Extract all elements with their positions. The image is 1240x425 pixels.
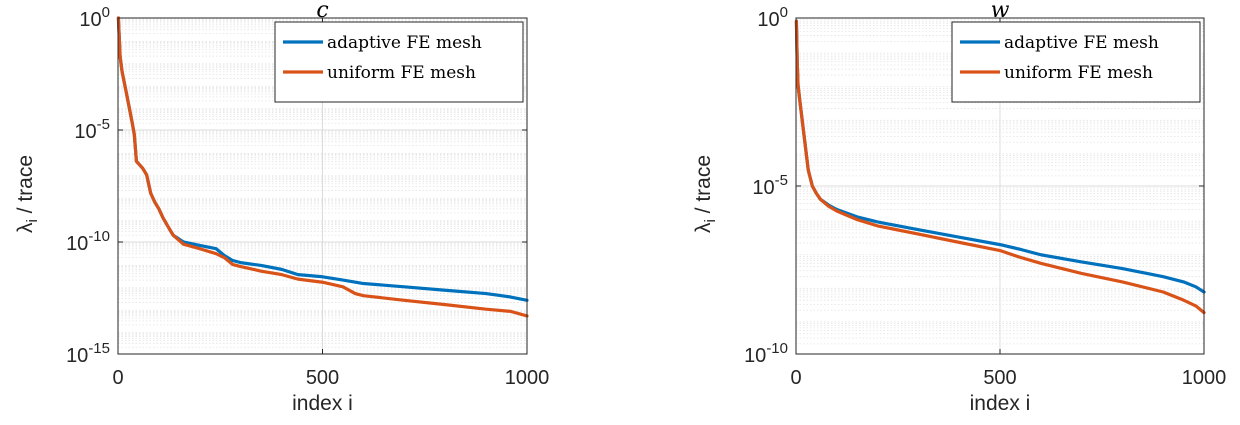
y-axis-label: λi / trace bbox=[14, 155, 41, 233]
chart-title: c bbox=[316, 0, 328, 23]
legend: adaptive FE mesh uniform FE mesh bbox=[952, 22, 1200, 102]
x-tick-label: 500 bbox=[306, 367, 339, 389]
y-tick-label: 10-5 bbox=[752, 172, 788, 199]
legend: adaptive FE mesh uniform FE mesh bbox=[275, 22, 523, 102]
y-tick-label: 100 bbox=[757, 4, 788, 31]
legend-label: uniform FE mesh bbox=[327, 63, 476, 83]
legend-label: uniform FE mesh bbox=[1004, 63, 1153, 83]
x-tick-label: 1000 bbox=[505, 367, 550, 389]
chart-panel-c: 0 500 1000 100 10-5 10-10 10-15 index i λi / tra… bbox=[14, 0, 549, 415]
y-tick-label: 100 bbox=[79, 4, 110, 31]
x-axis-label: index i bbox=[292, 392, 353, 415]
y-tick-label: 10-15 bbox=[66, 340, 110, 367]
y-tick-label: 10-10 bbox=[66, 228, 110, 255]
x-tick-label: 0 bbox=[112, 367, 123, 389]
legend-label: adaptive FE mesh bbox=[1004, 33, 1159, 53]
x-axis-label: index i bbox=[970, 392, 1031, 415]
legend-label: adaptive FE mesh bbox=[327, 33, 482, 53]
x-tick-label: 0 bbox=[790, 367, 801, 389]
y-tick-label: 10-5 bbox=[74, 116, 110, 143]
y-tick-label: 10-10 bbox=[744, 340, 788, 367]
chart-title: w bbox=[991, 0, 1010, 23]
x-tick-label: 1000 bbox=[1182, 367, 1227, 389]
x-tick-label: 500 bbox=[983, 367, 1016, 389]
y-axis-label: λi / trace bbox=[692, 155, 719, 233]
